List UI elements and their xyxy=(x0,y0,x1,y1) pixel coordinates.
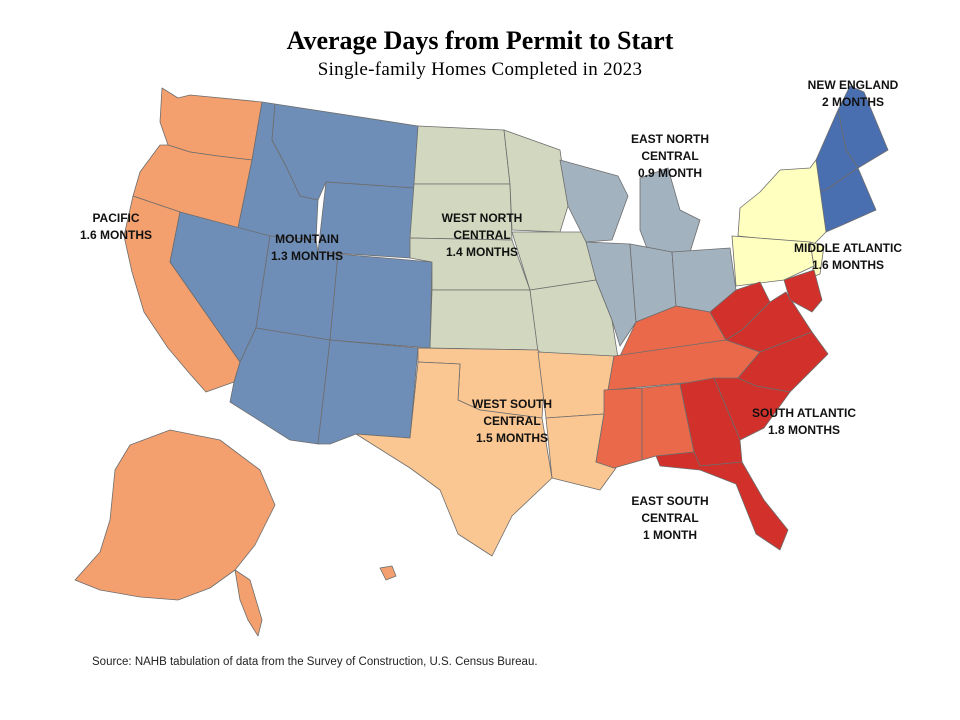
label-enc-name-2: CENTRAL xyxy=(641,149,699,163)
source-note: Source: NAHB tabulation of data from the… xyxy=(92,656,538,668)
state-north-dakota xyxy=(413,125,511,185)
label-esc-value: 1 MONTH xyxy=(643,528,697,542)
state-florida xyxy=(655,451,789,551)
label-ne-name: NEW ENGLAND xyxy=(807,78,899,92)
label-enc-name-1: EAST NORTH xyxy=(631,132,709,146)
label-ne-value: 2 MONTHS xyxy=(821,95,884,109)
label-east-north-central: EAST NORTH CENTRAL 0.9 MONTH xyxy=(618,131,722,182)
label-pacific-value: 1.6 MONTHS xyxy=(79,228,152,242)
label-wsc-value: 1.5 MONTHS xyxy=(475,431,548,445)
label-sa-name: SOUTH ATLANTIC xyxy=(752,406,856,420)
label-mountain-name: MOUNTAIN xyxy=(275,232,339,246)
label-enc-value: 0.9 MONTH xyxy=(637,166,702,180)
label-west-south-central: WEST SOUTH CENTRAL 1.5 MONTHS xyxy=(460,396,564,447)
state-md-de xyxy=(783,269,823,313)
label-pacific-name: PACIFIC xyxy=(92,211,140,225)
region-new-england xyxy=(813,85,889,233)
label-east-south-central: EAST SOUTH CENTRAL 1 MONTH xyxy=(618,493,722,544)
region-south-atlantic xyxy=(655,269,829,551)
label-wnc-name-1: WEST NORTH xyxy=(441,211,523,225)
label-mountain: MOUNTAIN 1.3 MONTHS xyxy=(255,231,359,265)
label-esc-name-2: CENTRAL xyxy=(641,511,699,525)
state-alaska-panhandle xyxy=(234,569,263,637)
map-subtitle: Single-family Homes Completed in 2023 xyxy=(317,59,643,80)
region-pacific xyxy=(74,87,397,637)
state-pennsylvania xyxy=(731,235,815,287)
label-wnc-name-2: CENTRAL xyxy=(453,228,511,242)
label-wsc-name-1: WEST SOUTH xyxy=(472,397,552,411)
label-wnc-value: 1.4 MONTHS xyxy=(445,245,518,259)
label-middle-atlantic: MIDDLE ATLANTIC 1.6 MONTHS xyxy=(790,240,906,274)
state-wisconsin xyxy=(559,159,629,243)
map-title: Average Days from Permit to Start xyxy=(286,26,674,55)
label-new-england: NEW ENGLAND 2 MONTHS xyxy=(798,77,908,111)
state-michigan xyxy=(639,167,701,257)
label-south-atlantic: SOUTH ATLANTIC 1.8 MONTHS xyxy=(744,405,864,439)
label-ma-name: MIDDLE ATLANTIC xyxy=(794,241,902,255)
label-pacific: PACIFIC 1.6 MONTHS xyxy=(66,210,166,244)
label-mountain-value: 1.3 MONTHS xyxy=(270,249,343,263)
label-ma-value: 1.6 MONTHS xyxy=(811,258,884,272)
state-new-york xyxy=(737,159,827,245)
label-esc-name-1: EAST SOUTH xyxy=(631,494,709,508)
region-east-south-central xyxy=(595,305,761,469)
state-alaska xyxy=(74,429,276,601)
state-kansas xyxy=(429,289,539,351)
region-west-south-central xyxy=(355,347,617,557)
region-west-north-central xyxy=(409,125,619,359)
label-wsc-name-2: CENTRAL xyxy=(483,414,541,428)
state-colorado xyxy=(329,253,433,349)
region-east-north-central xyxy=(559,159,737,347)
state-hawaii xyxy=(379,565,397,581)
region-middle-atlantic xyxy=(731,159,827,287)
label-sa-value: 1.8 MONTHS xyxy=(767,423,840,437)
state-missouri xyxy=(529,279,619,359)
state-texas xyxy=(355,361,553,557)
label-west-north-central: WEST NORTH CENTRAL 1.4 MONTHS xyxy=(430,210,534,261)
state-new-mexico xyxy=(317,339,419,445)
